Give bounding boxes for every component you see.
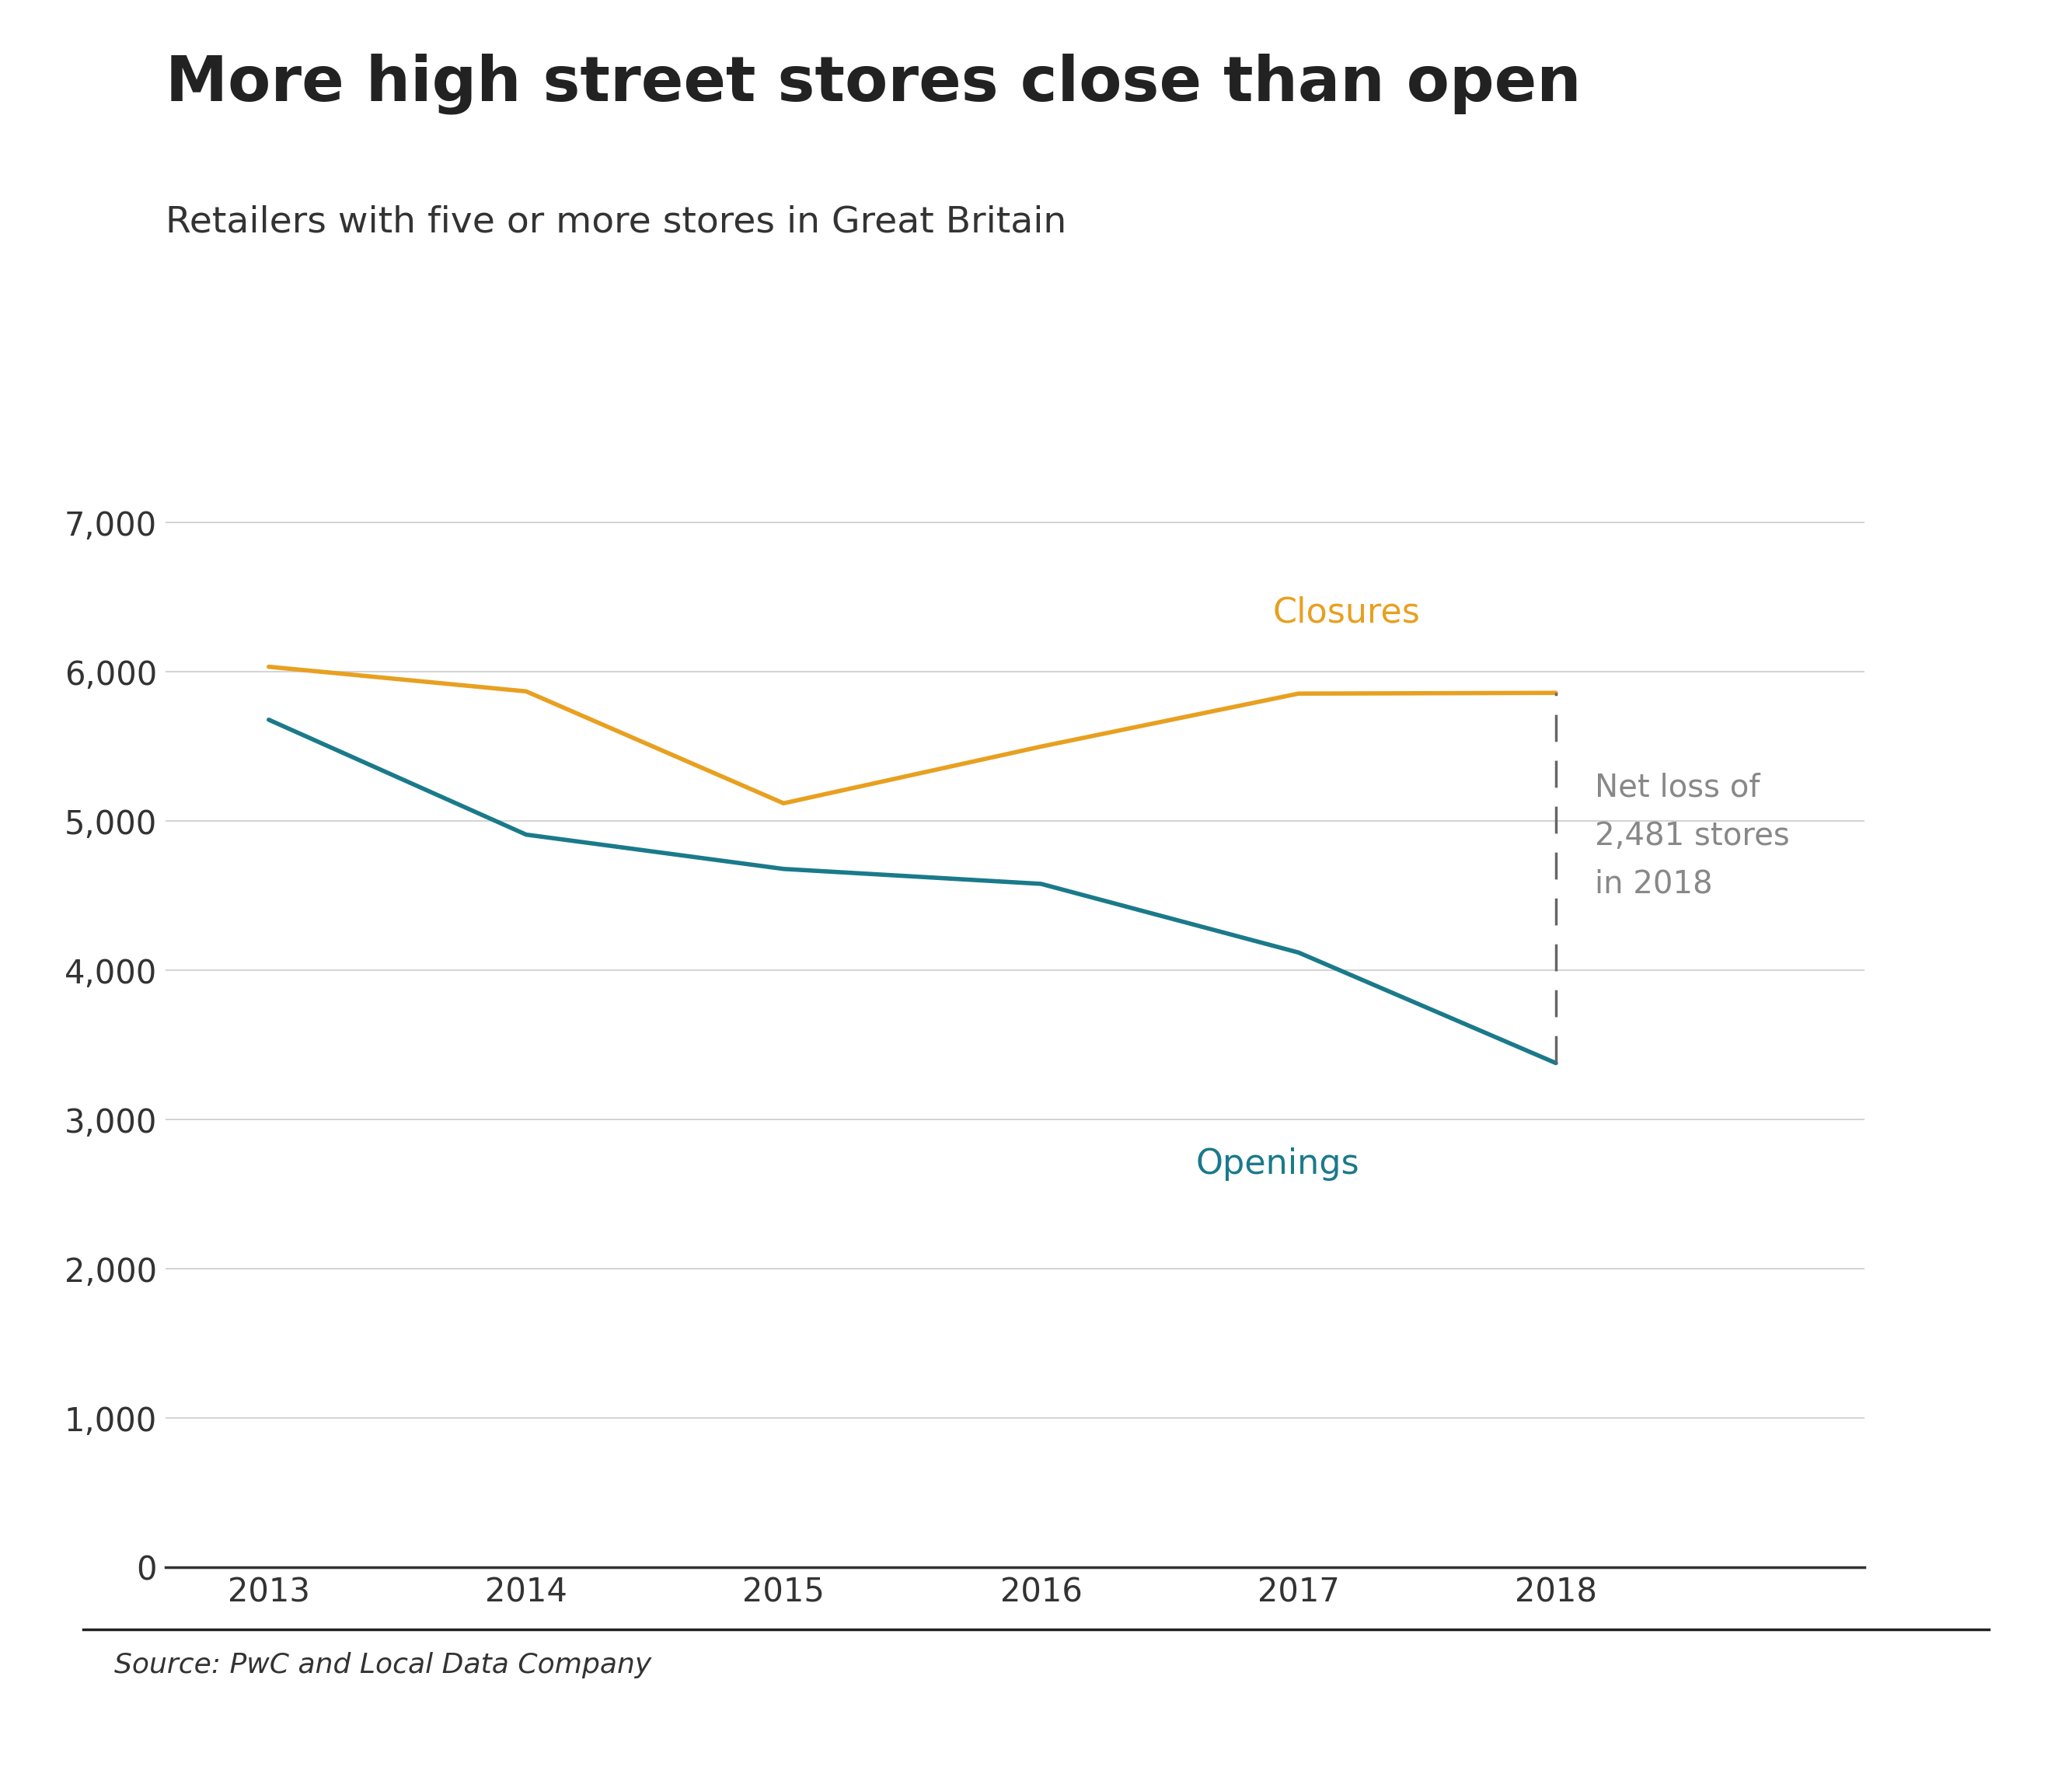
Text: BBC: BBC	[1869, 1676, 1944, 1708]
Text: Closures: Closures	[1272, 595, 1419, 629]
Text: Net loss of
2,481 stores
in 2018: Net loss of 2,481 stores in 2018	[1595, 773, 1790, 899]
Text: Openings: Openings	[1196, 1147, 1359, 1181]
Text: More high street stores close than open: More high street stores close than open	[166, 53, 1581, 114]
Text: Retailers with five or more stores in Great Britain: Retailers with five or more stores in Gr…	[166, 205, 1067, 240]
Text: Source: PwC and Local Data Company: Source: PwC and Local Data Company	[114, 1653, 651, 1678]
